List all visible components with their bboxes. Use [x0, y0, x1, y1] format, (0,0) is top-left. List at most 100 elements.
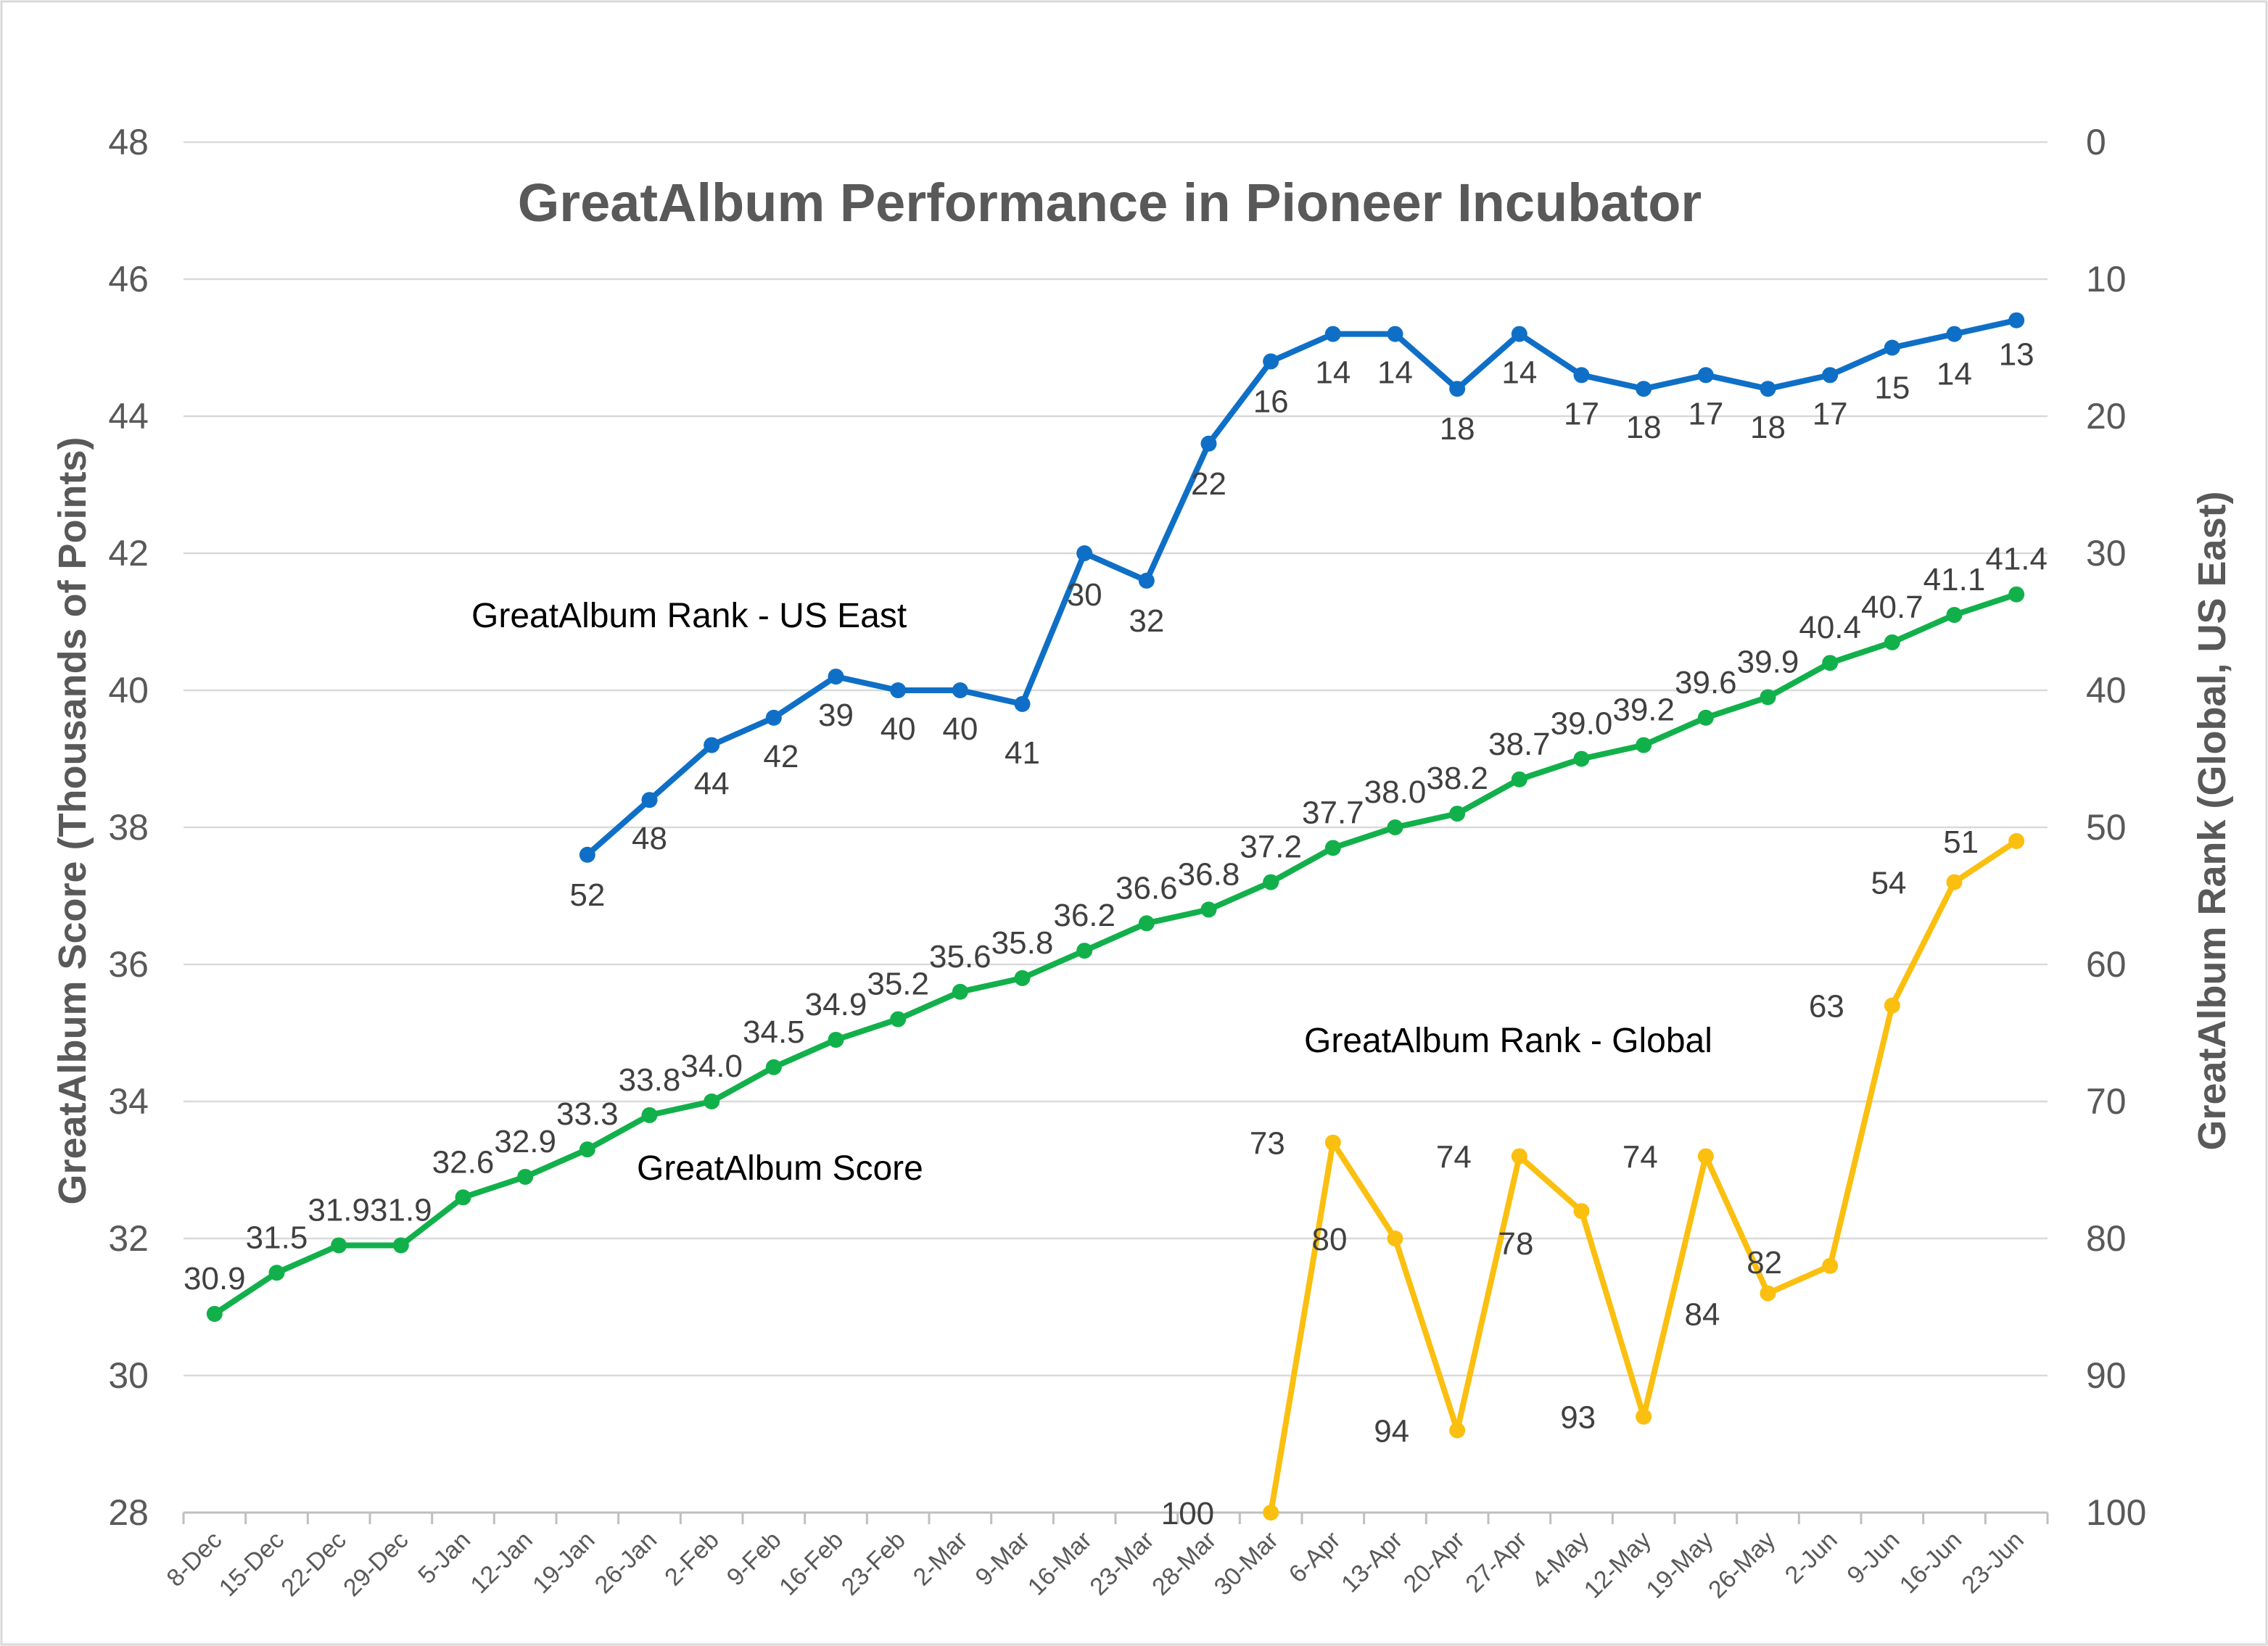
data-label: 37.2 [1240, 830, 1302, 865]
data-point [1760, 381, 1776, 397]
data-label: 17 [1688, 396, 1723, 431]
right-tick-label: 50 [2086, 807, 2127, 848]
right-tick-label: 0 [2086, 122, 2106, 162]
gridlines [183, 141, 2048, 1377]
right-tick-label: 100 [2086, 1492, 2146, 1533]
left-tick-label: 42 [108, 533, 149, 574]
data-point [2008, 586, 2025, 603]
data-label: 32 [1129, 603, 1164, 639]
data-point [1822, 655, 1839, 671]
data-point [704, 1093, 720, 1109]
data-point [1200, 901, 1217, 918]
data-point [1884, 339, 1900, 356]
data-label: 30 [1067, 577, 1102, 613]
data-label: 41.1 [1923, 562, 1986, 597]
data-label: 32.6 [432, 1144, 495, 1180]
data-point [765, 709, 782, 726]
data-point [1263, 353, 1279, 370]
data-label: 17 [1813, 396, 1848, 431]
data-point [1573, 750, 1590, 767]
data-point [1511, 1148, 1527, 1165]
left-tick-label: 34 [108, 1081, 149, 1122]
data-label: 36.6 [1116, 870, 1178, 906]
data-point [2008, 312, 2025, 328]
data-point [1449, 381, 1466, 397]
data-label: 38.2 [1426, 761, 1488, 796]
data-point [579, 846, 595, 863]
data-label: 39.0 [1551, 706, 1613, 742]
data-label: 38.7 [1488, 727, 1551, 762]
data-point [641, 1107, 658, 1123]
series-line [213, 591, 2018, 1317]
right-tick-label: 20 [2086, 396, 2127, 437]
data-point [1324, 840, 1341, 856]
data-label: 39.6 [1675, 665, 1737, 700]
data-label: 42 [763, 739, 799, 774]
data-point [1946, 326, 1963, 342]
right-axis-ticks: 0 10 20 30 40 50 60 70 80 90 100 [2086, 122, 2146, 1533]
data-label: 31.9 [370, 1192, 432, 1228]
data-point [765, 1059, 782, 1075]
data-label: 15 [1874, 371, 1910, 406]
data-point [1014, 969, 1031, 986]
data-label: 38.0 [1364, 774, 1427, 810]
data-point [1946, 607, 1963, 624]
data-point [455, 1189, 471, 1206]
data-point [828, 1031, 844, 1048]
data-point [641, 792, 658, 808]
data-point [1324, 1134, 1341, 1151]
data-label: 78 [1498, 1226, 1534, 1262]
data-point [1697, 1148, 1714, 1165]
data-label: 37.7 [1302, 795, 1364, 830]
data-label: 73 [1250, 1126, 1285, 1162]
data-point [579, 1141, 595, 1158]
data-label: 33.8 [619, 1062, 681, 1098]
left-tick-label: 38 [108, 807, 149, 848]
data-point [1946, 874, 1963, 890]
data-label: 16 [1253, 384, 1289, 419]
data-point [890, 1011, 907, 1027]
data-label: 39.2 [1612, 692, 1675, 728]
data-point [1884, 997, 1900, 1014]
data-point [1573, 367, 1590, 384]
data-label: 22 [1191, 466, 1226, 502]
data-point [1511, 771, 1527, 787]
data-label: 18 [1626, 410, 1662, 445]
left-tick-label: 40 [108, 670, 149, 711]
data-point [1076, 545, 1093, 561]
series-label-global: GreatAlbum Rank - Global [1304, 1022, 1712, 1060]
data-point [1263, 1505, 1279, 1521]
data-label: 13 [1999, 337, 2034, 373]
left-tick-label: 44 [108, 396, 149, 437]
right-tick-label: 70 [2086, 1081, 2127, 1122]
left-axis-title: GreatAlbum Score (Thousands of Points) [51, 437, 94, 1204]
data-label: 54 [1871, 866, 1907, 901]
data-label: 34.0 [680, 1049, 743, 1084]
data-label: 93 [1560, 1400, 1596, 1436]
data-point [331, 1237, 347, 1254]
data-label: 18 [1750, 410, 1786, 445]
data-label: 94 [1374, 1414, 1409, 1449]
data-label: 34.9 [805, 987, 867, 1022]
data-label: 18 [1440, 411, 1475, 447]
data-label: 100 [1161, 1496, 1214, 1531]
data-label: 14 [1501, 355, 1537, 391]
right-tick-label: 90 [2086, 1355, 2127, 1396]
data-point [828, 669, 844, 685]
left-tick-label: 36 [108, 944, 149, 985]
left-tick-label: 48 [108, 122, 149, 162]
data-point [1636, 1408, 1652, 1425]
data-label: 14 [1315, 355, 1351, 391]
data-label: 39 [818, 698, 854, 733]
left-tick-label: 46 [108, 259, 149, 299]
left-tick-label: 30 [108, 1355, 149, 1396]
data-label: 40 [881, 711, 916, 747]
data-label: 82 [1747, 1245, 1782, 1281]
data-labels: 30.931.531.9 31.932.632.933.333.8 34.034.5… [183, 337, 2048, 1531]
data-label: 32.9 [494, 1124, 556, 1159]
right-tick-label: 10 [2086, 259, 2127, 299]
data-label: 74 [1436, 1140, 1472, 1175]
data-point [1636, 737, 1652, 753]
